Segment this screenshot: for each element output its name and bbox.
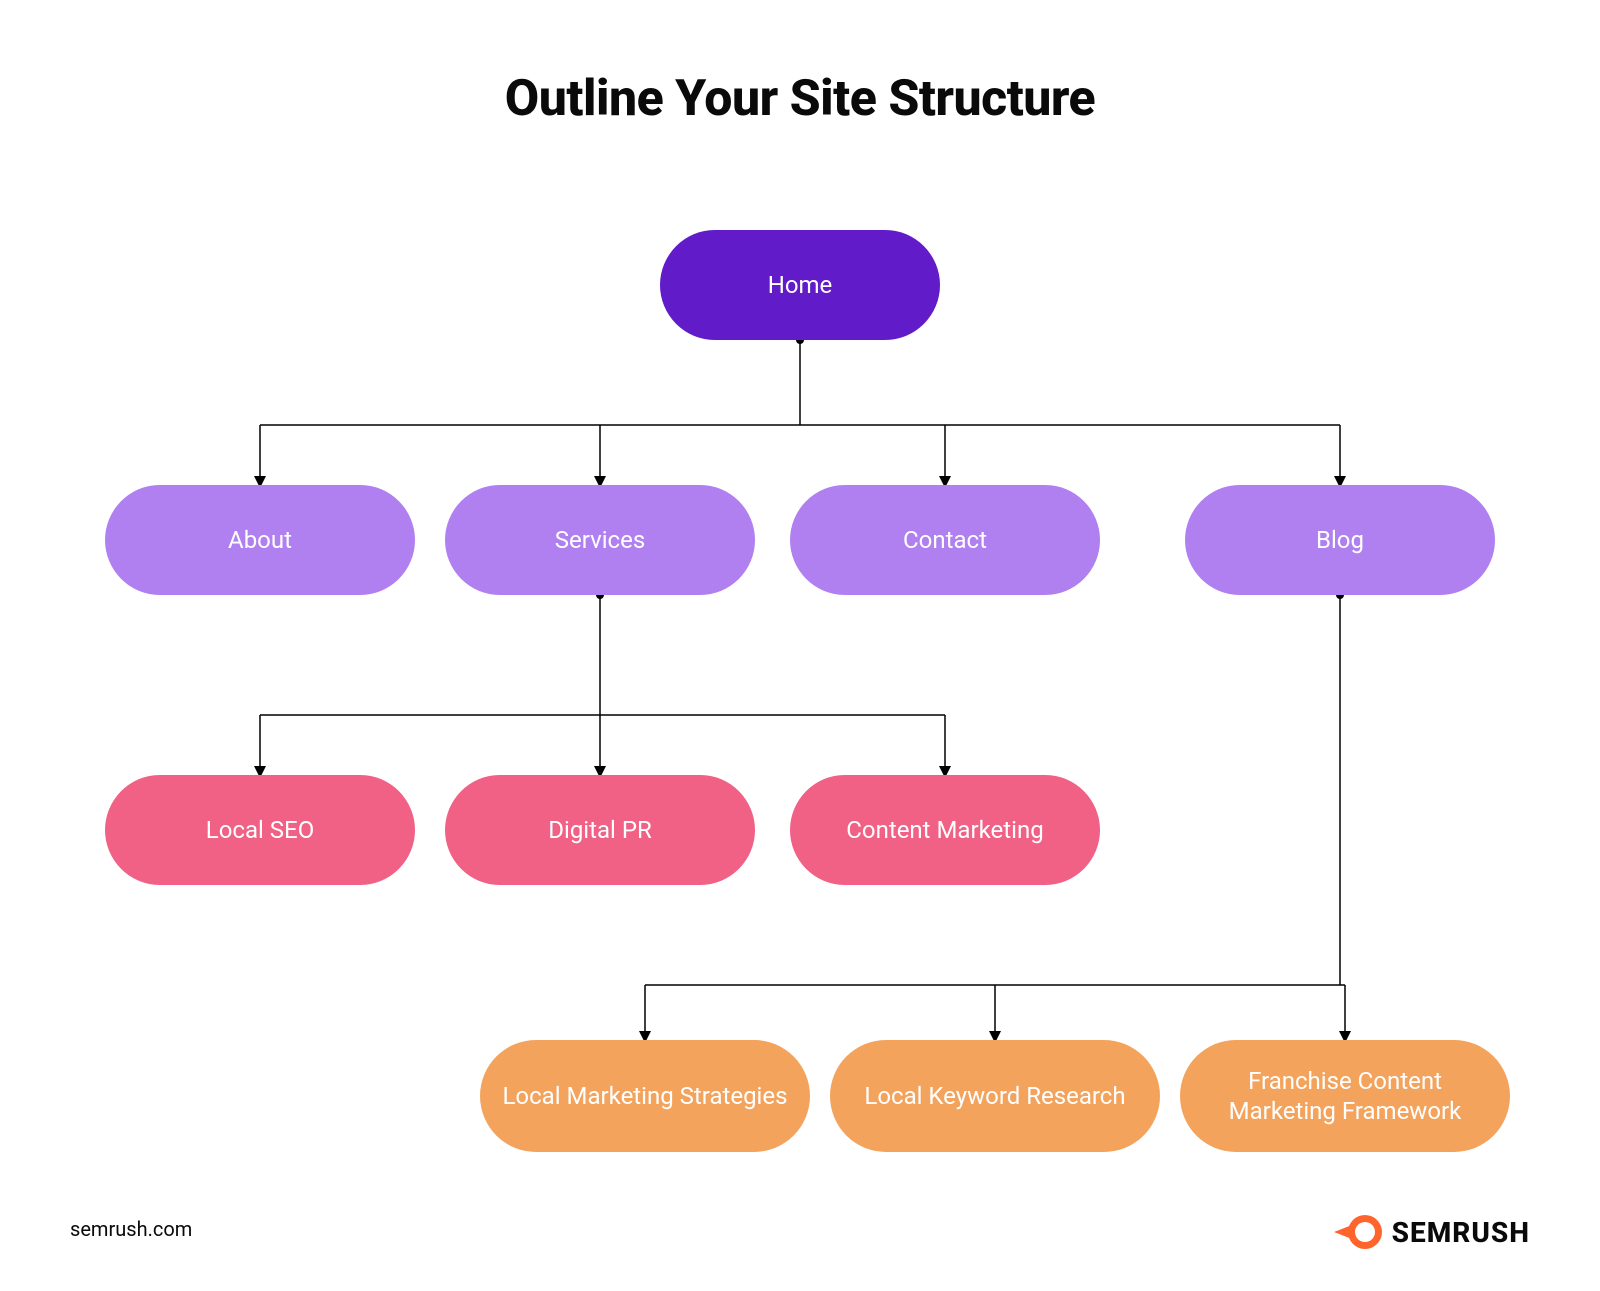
node-franchise: Franchise Content Marketing Framework bbox=[1180, 1040, 1510, 1152]
brand-text: SEMRUSH bbox=[1392, 1216, 1530, 1249]
node-label: Contact bbox=[903, 525, 987, 555]
node-services: Services bbox=[445, 485, 755, 595]
node-digitalpr: Digital PR bbox=[445, 775, 755, 885]
diagram-title: Outline Your Site Structure bbox=[0, 70, 1600, 128]
node-about: About bbox=[105, 485, 415, 595]
node-localkey: Local Keyword Research bbox=[830, 1040, 1160, 1152]
node-blog: Blog bbox=[1185, 485, 1495, 595]
node-label: Digital PR bbox=[548, 815, 652, 845]
node-label: Services bbox=[555, 525, 645, 555]
node-label: Content Marketing bbox=[846, 815, 1043, 845]
node-label: Local Keyword Research bbox=[864, 1081, 1125, 1111]
node-label: Blog bbox=[1316, 525, 1364, 555]
diagram-canvas: Outline Your Site Structure Home About Ser… bbox=[0, 0, 1600, 1291]
node-label: Franchise Content Marketing Framework bbox=[1200, 1066, 1490, 1126]
footer-url: semrush.com bbox=[70, 1217, 192, 1241]
node-label: Local SEO bbox=[206, 815, 314, 845]
semrush-icon bbox=[1348, 1215, 1382, 1249]
node-home: Home bbox=[660, 230, 940, 340]
node-label: About bbox=[228, 525, 292, 555]
node-localstrat: Local Marketing Strategies bbox=[480, 1040, 810, 1152]
node-localseo: Local SEO bbox=[105, 775, 415, 885]
node-label: Local Marketing Strategies bbox=[502, 1081, 787, 1111]
brand-logo: SEMRUSH bbox=[1348, 1215, 1530, 1249]
node-contact: Contact bbox=[790, 485, 1100, 595]
node-label: Home bbox=[768, 270, 833, 300]
node-contentmkt: Content Marketing bbox=[790, 775, 1100, 885]
